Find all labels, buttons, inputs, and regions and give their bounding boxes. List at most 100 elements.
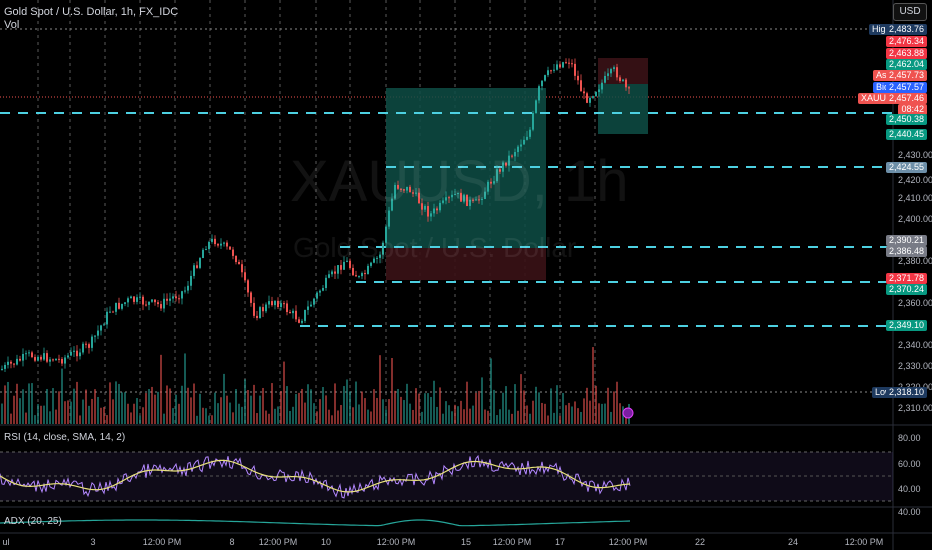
candle-body	[586, 93, 588, 103]
time-tick: 15	[460, 537, 472, 547]
candle-body	[463, 194, 465, 202]
candle-body	[97, 330, 99, 336]
candle-body	[328, 274, 330, 278]
price-tag: 2,370.24	[885, 284, 927, 295]
candle-body	[451, 194, 453, 198]
candle-body	[106, 311, 108, 325]
candle-body	[394, 184, 396, 199]
volume-bar	[121, 392, 123, 424]
time-tick: 12:00 PM	[258, 537, 298, 547]
adx-label[interactable]: ADX (20, 25)	[4, 516, 62, 527]
volume-bar	[577, 408, 579, 424]
price-tag: 2,440.45	[885, 129, 927, 140]
volume-bar	[415, 388, 417, 424]
candle-body	[103, 324, 105, 326]
volume-bar	[598, 403, 600, 424]
volume-bar	[328, 409, 330, 424]
volume-bar	[430, 396, 432, 424]
volume-bar	[1, 403, 3, 424]
volume-bar	[559, 415, 561, 424]
volume-bar	[217, 403, 219, 424]
candle-body	[622, 79, 624, 81]
candle-body	[22, 354, 24, 361]
volume-bar	[526, 405, 528, 424]
candle-body	[553, 69, 555, 71]
candle-body	[13, 363, 15, 365]
candle-body	[232, 249, 234, 256]
volume-bar	[235, 389, 237, 424]
candle-body	[457, 192, 459, 194]
volume-bar	[448, 405, 450, 424]
volume-bar	[484, 409, 486, 424]
volume-bar	[307, 384, 309, 424]
volume-bar	[391, 357, 393, 424]
price-tag: 2,390.21	[885, 235, 927, 246]
candle-body	[250, 292, 252, 303]
candle-body	[535, 100, 537, 113]
volume-bar	[253, 384, 255, 424]
candle-body	[493, 181, 495, 184]
volume-bar	[4, 385, 6, 424]
candle-body	[268, 301, 270, 305]
rsi-label[interactable]: RSI (14, close, SMA, 14, 2)	[4, 432, 126, 443]
candle-body	[286, 303, 288, 313]
volume-bar	[301, 388, 303, 424]
candle-body	[529, 129, 531, 137]
candle-body	[214, 238, 216, 245]
candle-body	[148, 301, 150, 305]
volume-bar	[382, 399, 384, 424]
candle-body	[496, 169, 498, 182]
candle-body	[253, 302, 255, 316]
candle-body	[559, 64, 561, 68]
volume-bar	[586, 387, 588, 424]
volume-bar	[268, 413, 270, 424]
volume-bar	[334, 383, 336, 424]
volume-bar	[202, 407, 204, 424]
volume-label[interactable]: Vol	[4, 19, 20, 31]
candle-body	[604, 75, 606, 83]
candle-body	[325, 277, 327, 289]
candle-body	[151, 299, 153, 302]
candle-body	[613, 67, 615, 70]
volume-bar	[304, 402, 306, 424]
candle-body	[55, 358, 57, 361]
time-tick: 12:00 PM	[492, 537, 532, 547]
volume-bar	[187, 387, 189, 424]
candle-body	[412, 192, 414, 194]
short-profit-zone	[598, 84, 648, 134]
candle-body	[550, 70, 552, 72]
candle-body	[187, 285, 189, 291]
volume-bar	[613, 391, 615, 424]
candle-body	[430, 213, 432, 217]
candle-body	[424, 206, 426, 210]
candle-body	[1, 368, 3, 370]
volume-bar	[214, 392, 216, 424]
volume-bar	[403, 400, 405, 424]
volume-bar	[421, 411, 423, 424]
volume-bar	[106, 415, 108, 424]
candle-body	[49, 359, 51, 362]
price-tick: 2,330.00	[898, 361, 932, 371]
volume-bar	[184, 353, 186, 424]
volume-bar	[130, 412, 132, 424]
volume-bar	[514, 384, 516, 424]
candle-body	[595, 91, 597, 97]
candle-body	[406, 186, 408, 191]
volume-bar	[331, 415, 333, 424]
currency-button[interactable]: USD	[893, 3, 927, 21]
volume-bar	[568, 402, 570, 424]
volume-bar	[370, 411, 372, 424]
candle-body	[112, 311, 114, 313]
candle-body	[115, 302, 117, 312]
symbol-header[interactable]: Gold Spot / U.S. Dollar, 1h, FX_IDC	[4, 6, 179, 18]
candle-body	[481, 198, 483, 200]
candle-body	[19, 358, 21, 361]
time-tick: 10	[320, 537, 332, 547]
volume-bar	[604, 403, 606, 424]
price-tick: 2,340.00	[898, 340, 932, 350]
candle-body	[583, 91, 585, 94]
candle-body	[514, 152, 516, 157]
candle-body	[472, 199, 474, 201]
candle-body	[337, 265, 339, 274]
